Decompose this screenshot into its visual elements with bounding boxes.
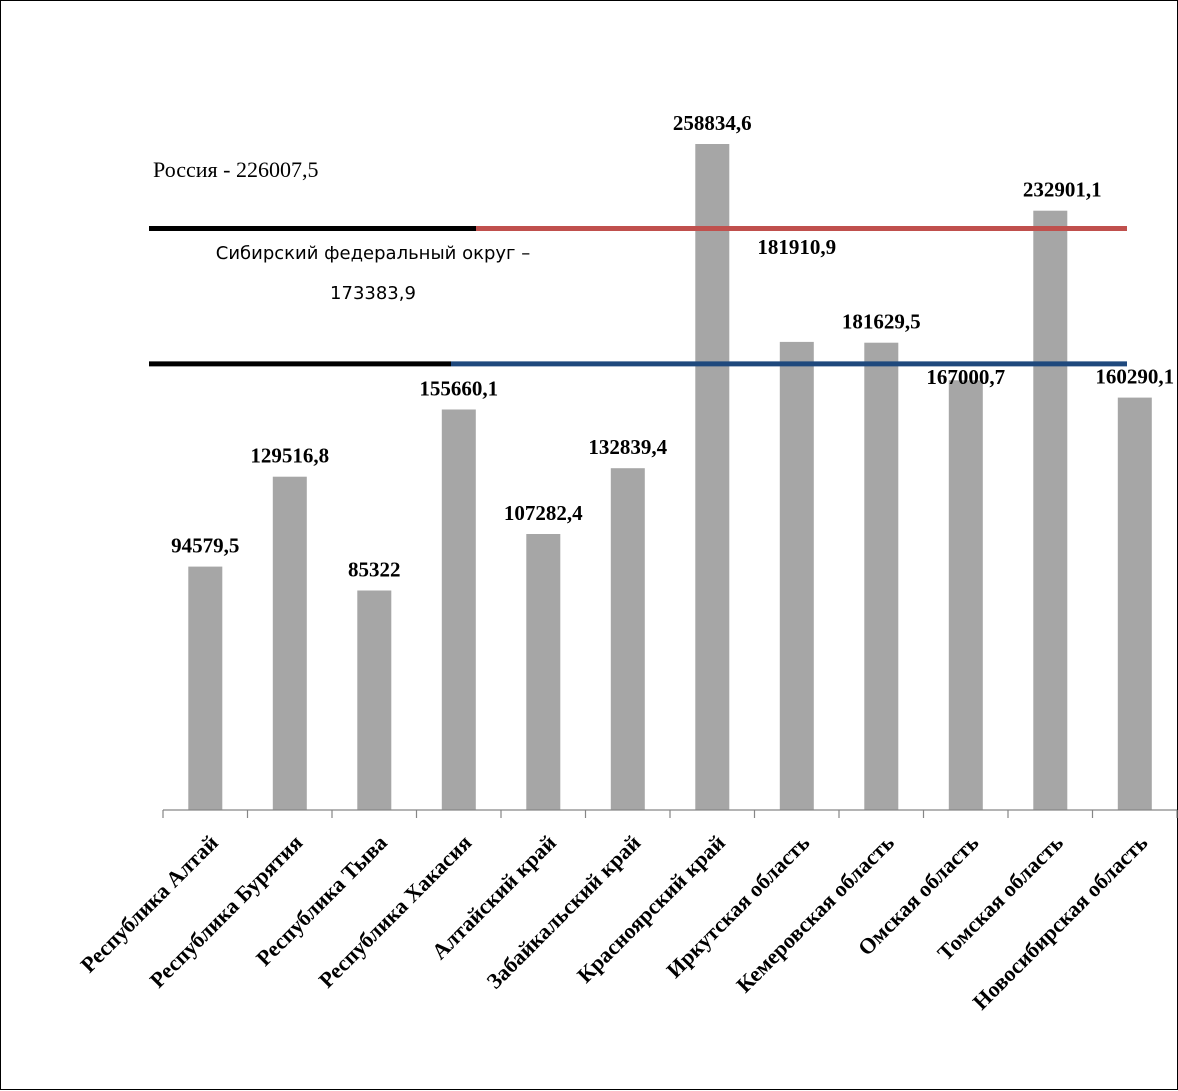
bar-12 (1117, 397, 1152, 810)
bar-10 (948, 380, 983, 810)
bar-1 (188, 566, 223, 810)
data-label-2: 129516,8 (250, 444, 329, 468)
category-label-6: Забайкальский край (482, 830, 646, 994)
category-label-12: Новосибирская область (968, 830, 1153, 1015)
data-label-3: 85322 (348, 558, 401, 582)
data-label-1: 94579,5 (171, 534, 239, 558)
sfo-reference-label-line-1: Сибирский федеральный округ – (216, 243, 530, 264)
bar-2 (272, 476, 307, 810)
data-label-7: 258834,6 (673, 111, 752, 135)
sfo-reference-label-line-2: 173383,9 (330, 283, 416, 304)
reference-labels-group: Россия - 226007,5 Сибирский федеральный … (153, 157, 530, 304)
bar-6 (610, 468, 645, 810)
category-label-4: Республика Хакасия (314, 830, 477, 993)
bar-4 (441, 409, 476, 810)
bar-9 (864, 342, 899, 810)
data-labels-group: 94579,5 129516,8 85322 155660,1 107282,4 1328… (171, 111, 1174, 582)
category-label-2: Республика Бурятия (145, 830, 308, 993)
bar-5 (526, 534, 561, 810)
data-label-11: 232901,1 (1023, 178, 1102, 202)
category-label-8: Иркутская область (661, 830, 814, 983)
bar-3 (357, 590, 392, 810)
category-label-1: Республика Алтай (75, 830, 223, 978)
bars-group (188, 144, 1152, 810)
data-label-5: 107282,4 (504, 501, 583, 525)
data-label-8: 181910,9 (757, 235, 836, 259)
data-label-12: 160290,1 (1095, 365, 1174, 389)
bar-8 (779, 341, 814, 810)
reference-lines-group (149, 225, 1127, 367)
bar-11 (1033, 210, 1068, 810)
data-label-6: 132839,4 (588, 435, 667, 459)
x-axis (162, 809, 1178, 818)
category-label-9: Кемеровская область (731, 830, 899, 998)
category-label-7: Красноярский край (572, 830, 730, 988)
data-label-9: 181629,5 (842, 310, 921, 334)
data-label-4: 155660,1 (419, 377, 498, 401)
data-label-10: 167000,7 (926, 365, 1005, 389)
bar-7 (695, 144, 730, 810)
russia-reference-label: Россия - 226007,5 (153, 157, 318, 182)
